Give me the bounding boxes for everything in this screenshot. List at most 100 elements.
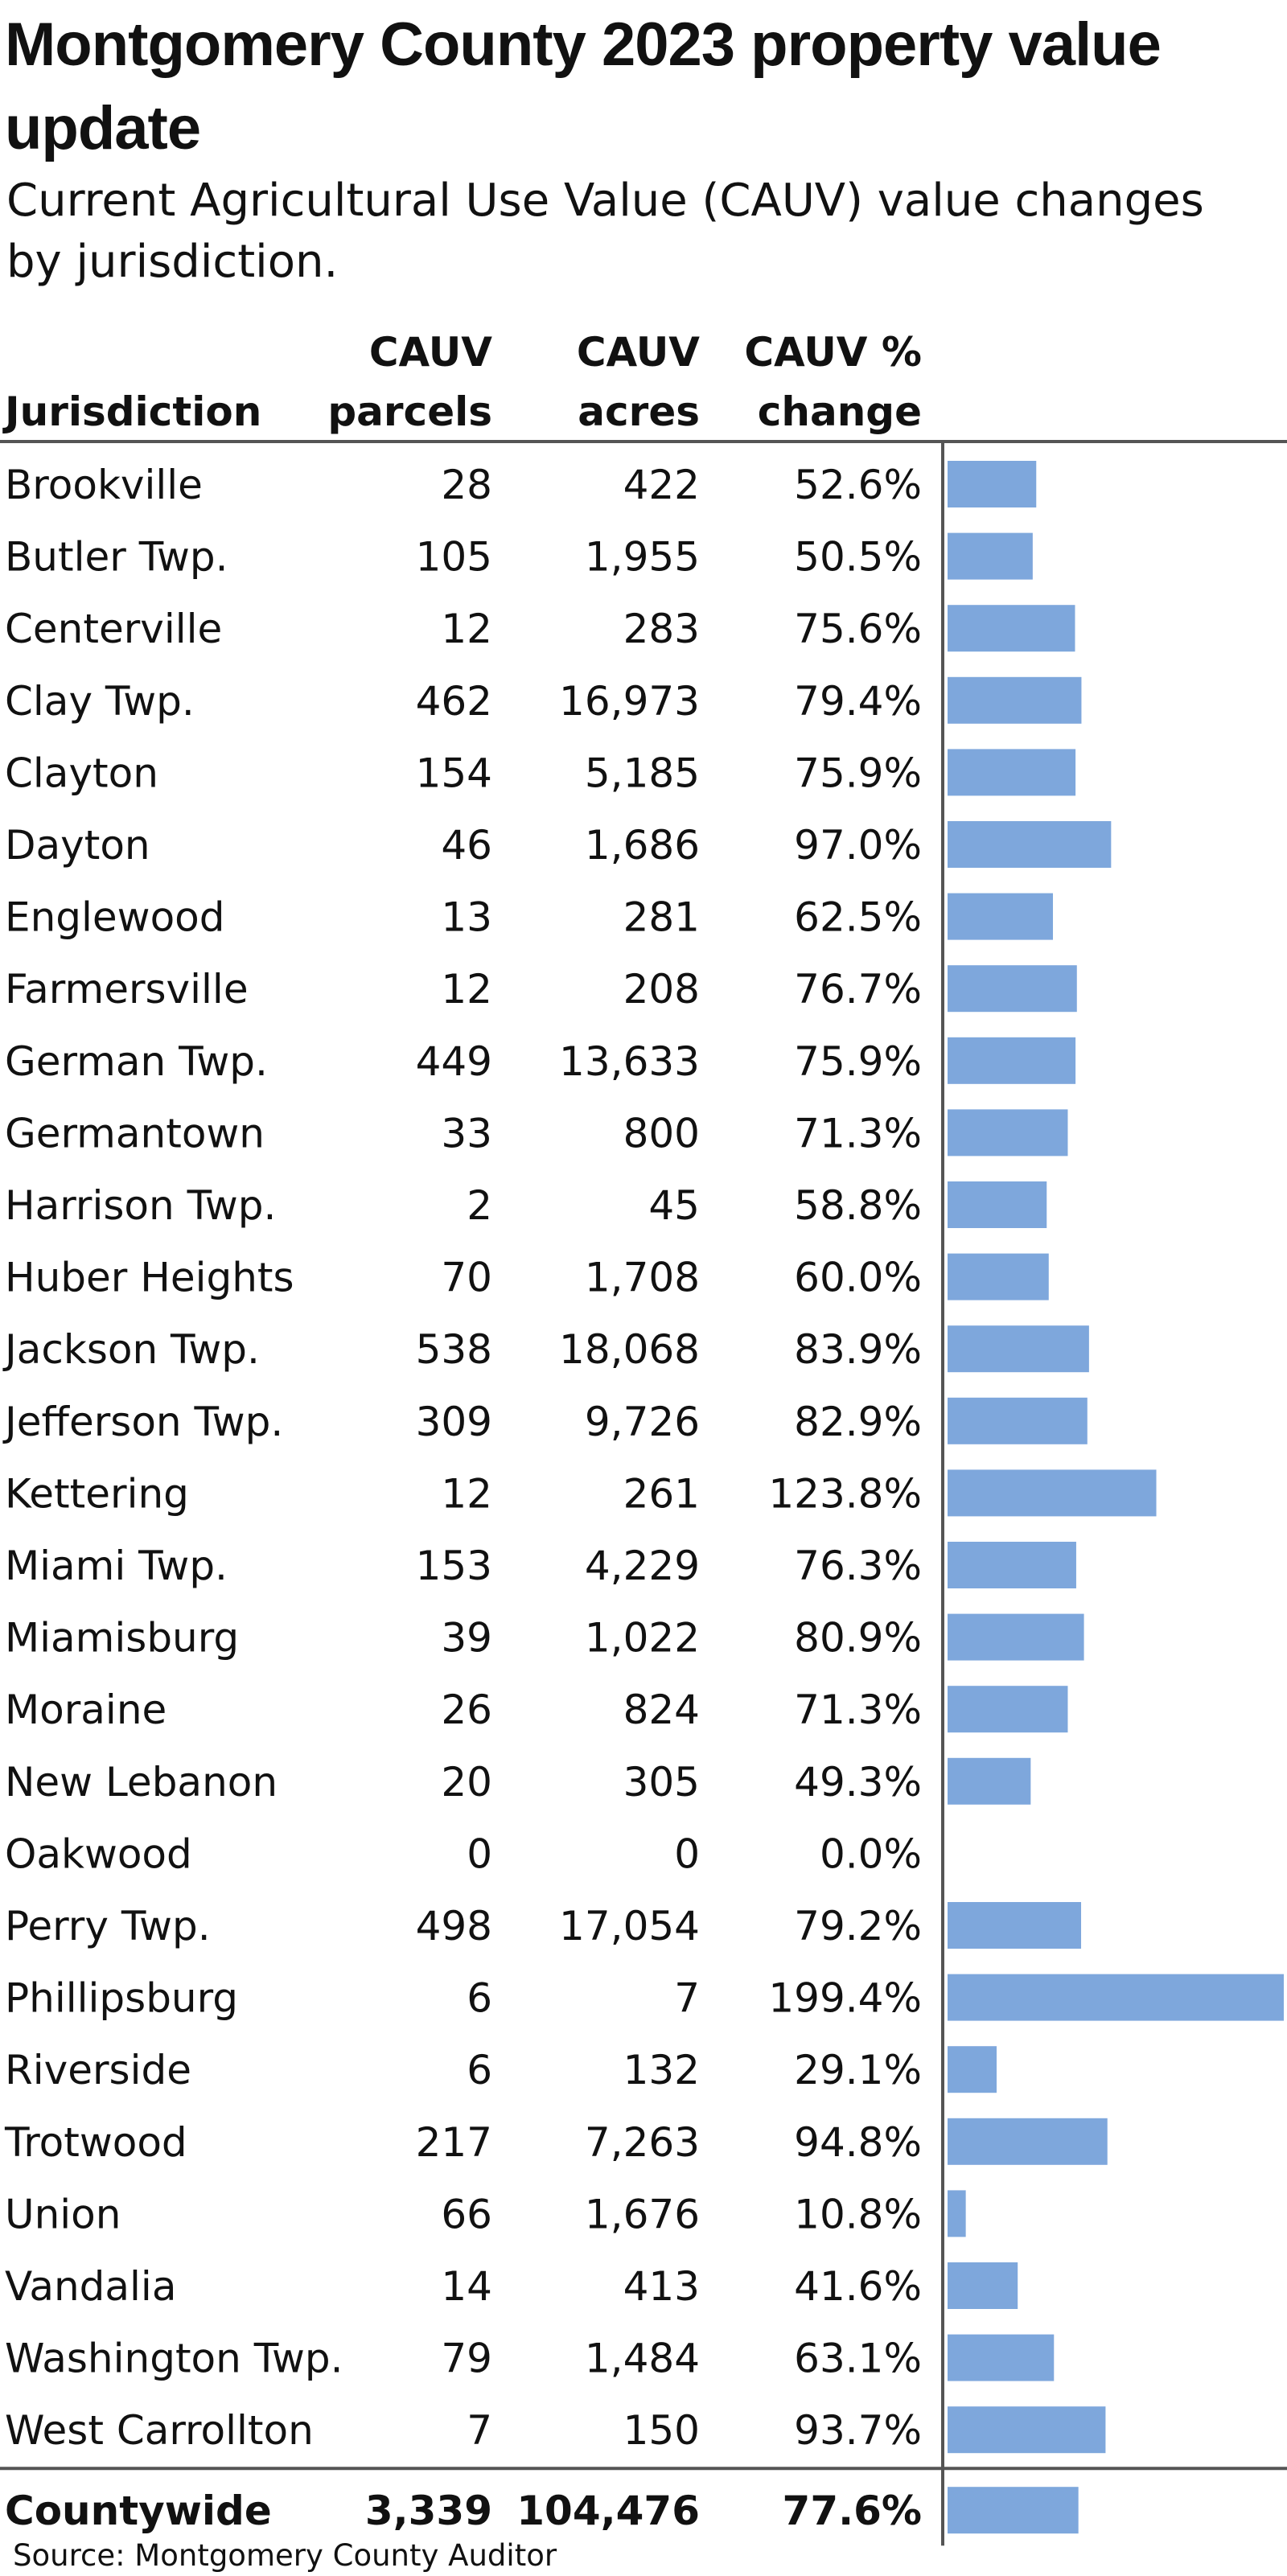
row-acres: 5,185 xyxy=(585,750,700,796)
row-jurisdiction: Perry Twp. xyxy=(5,1903,211,1949)
row-change-label: 199.4% xyxy=(768,1975,922,2022)
column-header: CAUV xyxy=(369,329,492,376)
row-acres: 413 xyxy=(623,2263,700,2310)
change-bar xyxy=(948,532,1033,580)
row-acres: 1,708 xyxy=(585,1255,700,1301)
row-jurisdiction: Centerville xyxy=(5,606,222,652)
row-jurisdiction: Jackson Twp. xyxy=(2,1326,260,1373)
row-jurisdiction: Washington Twp. xyxy=(5,2336,343,2382)
column-header: CAUV % xyxy=(744,329,922,376)
total-jurisdiction: Countywide xyxy=(5,2488,272,2534)
change-bar xyxy=(948,1469,1157,1517)
change-bar xyxy=(948,1037,1076,1084)
row-jurisdiction: Oakwood xyxy=(5,1830,192,1877)
row-parcels: 12 xyxy=(441,606,492,652)
row-change-label: 60.0% xyxy=(794,1255,922,1301)
row-parcels: 2 xyxy=(467,1182,492,1229)
row-change-label: 75.6% xyxy=(794,606,922,652)
row-acres: 305 xyxy=(623,1759,700,1806)
row-parcels: 153 xyxy=(416,1543,492,1589)
row-change-label: 71.3% xyxy=(794,1110,922,1157)
row-parcels: 105 xyxy=(416,534,492,581)
row-jurisdiction: West Carrollton xyxy=(5,2407,314,2454)
row-parcels: 538 xyxy=(416,1326,492,1373)
row-change-label: 29.1% xyxy=(794,2047,922,2093)
row-acres: 1,955 xyxy=(585,534,700,581)
row-parcels: 20 xyxy=(441,1759,492,1806)
change-bar xyxy=(948,1397,1088,1444)
row-acres: 18,068 xyxy=(559,1326,700,1373)
column-header: change xyxy=(758,388,922,435)
row-parcels: 154 xyxy=(416,750,492,796)
row-parcels: 46 xyxy=(441,822,492,869)
change-bar xyxy=(948,749,1076,796)
row-parcels: 0 xyxy=(467,1830,492,1877)
row-change-label: 82.9% xyxy=(794,1399,922,1445)
change-bar xyxy=(948,1325,1089,1373)
row-jurisdiction: Miamisburg xyxy=(5,1615,239,1662)
change-bar xyxy=(948,2046,997,2093)
change-bar xyxy=(948,1253,1049,1300)
row-change-label: 80.9% xyxy=(794,1615,922,1662)
change-bar xyxy=(948,1109,1068,1157)
row-parcels: 12 xyxy=(441,966,492,1013)
row-parcels: 33 xyxy=(441,1110,492,1157)
row-acres: 7 xyxy=(674,1975,700,2022)
row-parcels: 498 xyxy=(416,1903,492,1949)
row-change-label: 123.8% xyxy=(768,1470,922,1517)
row-change-label: 76.7% xyxy=(794,966,922,1013)
row-acres: 7,263 xyxy=(585,2119,700,2166)
row-jurisdiction: Riverside xyxy=(5,2047,191,2093)
source-note: Source: Montgomery County Auditor xyxy=(13,2538,557,2573)
change-bar xyxy=(948,1974,1284,2021)
row-change-label: 62.5% xyxy=(794,894,922,941)
row-jurisdiction: Miami Twp. xyxy=(5,1543,228,1589)
chart-subtitle: Current Agricultural Use Value (CAUV) va… xyxy=(6,175,1204,288)
row-parcels: 28 xyxy=(441,462,492,508)
row-change-label: 10.8% xyxy=(794,2191,922,2237)
row-acres: 1,484 xyxy=(585,2336,700,2382)
total-change-label: 77.6% xyxy=(783,2488,922,2534)
column-header: acres xyxy=(578,388,700,435)
row-parcels: 462 xyxy=(416,678,492,725)
row-change-label: 94.8% xyxy=(794,2119,922,2166)
row-acres: 1,676 xyxy=(585,2191,700,2237)
row-jurisdiction: Brookville xyxy=(5,462,203,508)
row-acres: 261 xyxy=(623,1470,700,1517)
total-parcels: 3,339 xyxy=(365,2488,492,2534)
row-change-label: 93.7% xyxy=(794,2407,922,2454)
change-bar xyxy=(948,893,1054,940)
row-jurisdiction: Harrison Twp. xyxy=(5,1182,276,1229)
row-jurisdiction: Vandalia xyxy=(5,2263,176,2310)
row-jurisdiction: Trotwood xyxy=(4,2119,187,2166)
chart-title: Montgomery County 2023 property value up… xyxy=(5,10,1162,162)
row-parcels: 7 xyxy=(467,2407,492,2454)
row-change-label: 79.4% xyxy=(794,678,922,725)
row-acres: 1,686 xyxy=(585,822,700,869)
row-parcels: 13 xyxy=(441,894,492,941)
row-acres: 16,973 xyxy=(559,678,700,725)
row-jurisdiction: Dayton xyxy=(5,822,150,869)
row-parcels: 79 xyxy=(441,2336,492,2382)
row-jurisdiction: Butler Twp. xyxy=(5,534,228,581)
row-jurisdiction: Jefferson Twp. xyxy=(2,1399,283,1445)
total-acres: 104,476 xyxy=(516,2488,700,2534)
row-change-label: 41.6% xyxy=(794,2263,922,2310)
row-parcels: 6 xyxy=(467,2047,492,2093)
change-bar xyxy=(948,2262,1018,2309)
row-change-label: 79.2% xyxy=(794,1903,922,1949)
row-acres: 283 xyxy=(623,606,700,652)
row-change-label: 97.0% xyxy=(794,822,922,869)
row-jurisdiction: Kettering xyxy=(5,1470,189,1517)
row-acres: 150 xyxy=(623,2407,700,2454)
row-jurisdiction: New Lebanon xyxy=(5,1759,278,1806)
row-parcels: 309 xyxy=(416,1399,492,1445)
row-parcels: 26 xyxy=(441,1687,492,1733)
row-jurisdiction: Farmersville xyxy=(5,966,249,1013)
change-bar xyxy=(948,605,1075,652)
row-change-label: 0.0% xyxy=(820,1830,922,1877)
row-acres: 9,726 xyxy=(585,1399,700,1445)
row-parcels: 70 xyxy=(441,1255,492,1301)
row-acres: 132 xyxy=(623,2047,700,2093)
change-bar xyxy=(948,1757,1031,1805)
